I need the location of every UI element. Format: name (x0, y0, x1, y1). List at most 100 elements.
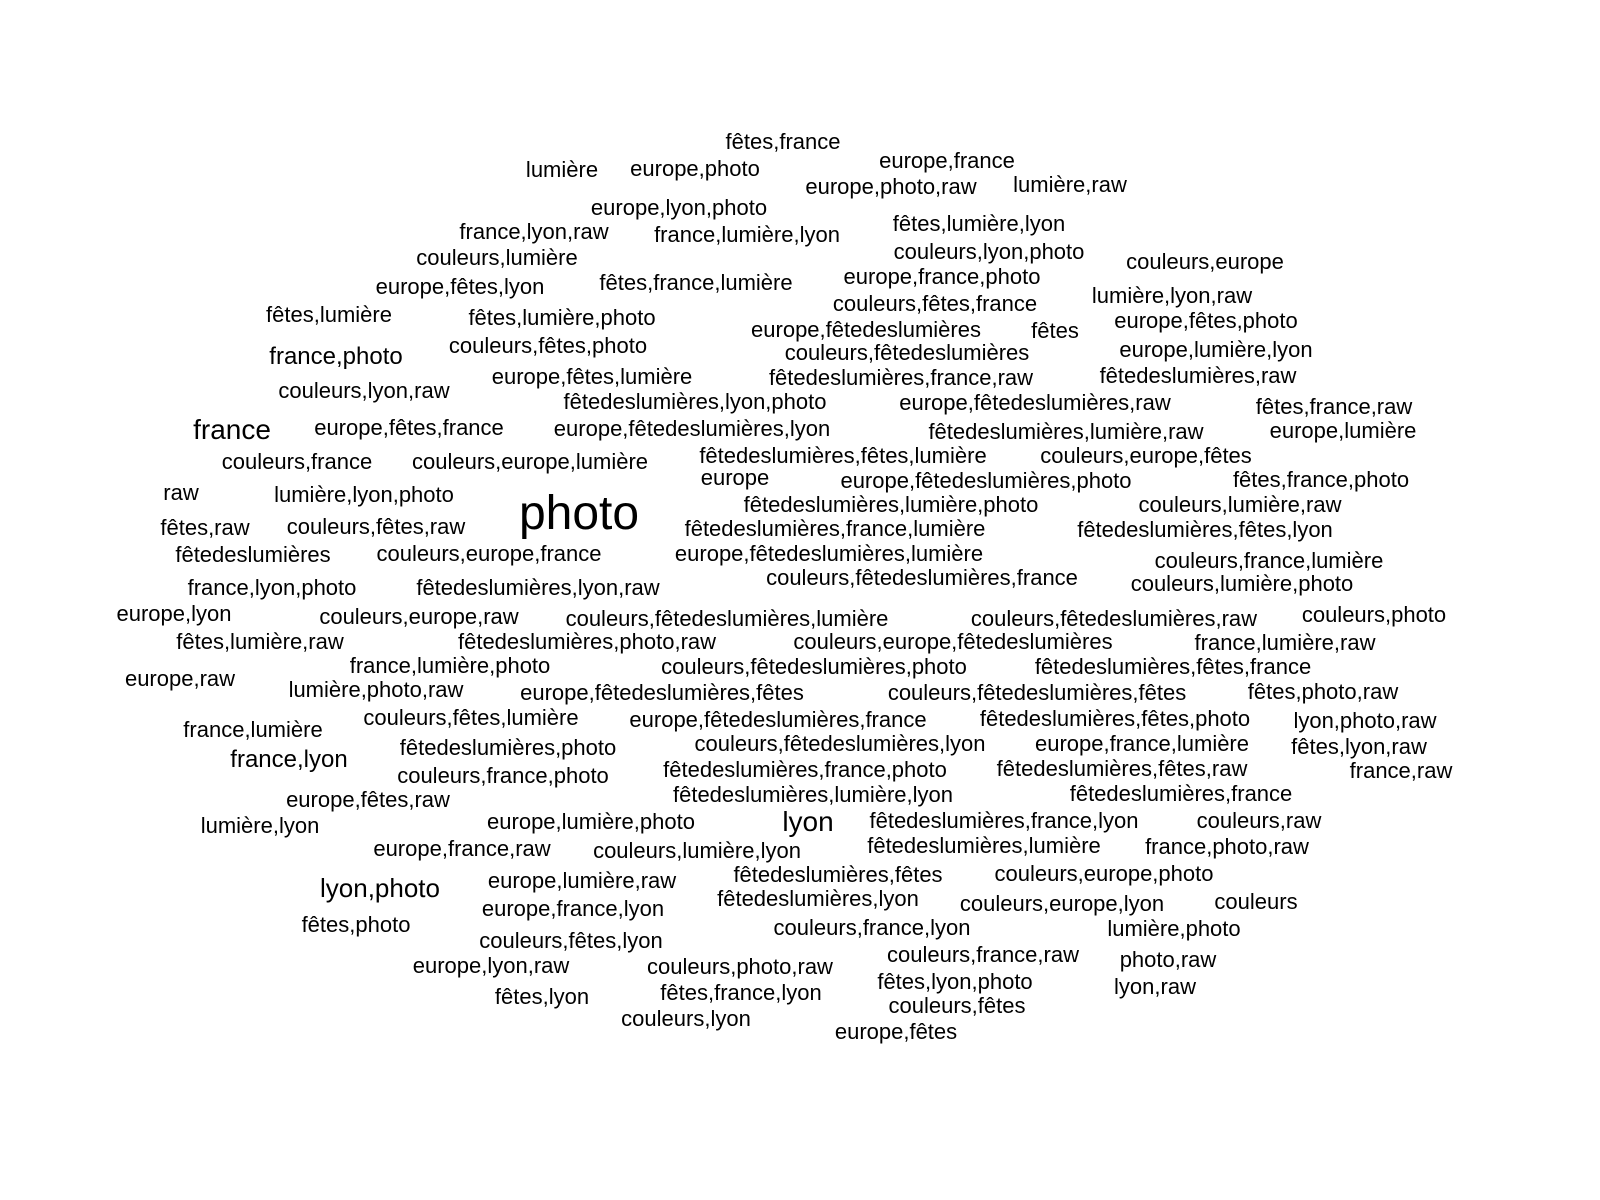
cloud-word: fêtedeslumières,raw (1100, 365, 1297, 387)
cloud-word: couleurs,fêtedeslumières,raw (971, 608, 1257, 630)
cloud-word: france,raw (1350, 760, 1453, 782)
cloud-word: europe,france (879, 150, 1015, 172)
cloud-word: fêtes,france,raw (1256, 396, 1413, 418)
cloud-word: fêtes,lumière (266, 304, 392, 326)
cloud-word: europe,lyon,photo (591, 197, 767, 219)
cloud-word: europe,fêtes,lumière (492, 366, 693, 388)
cloud-word: couleurs,fêtes (889, 995, 1026, 1017)
cloud-word: france,lumière,raw (1195, 632, 1376, 654)
cloud-word: couleurs,photo,raw (647, 956, 833, 978)
cloud-word: europe (701, 467, 770, 489)
cloud-word: france,lumière,photo (350, 655, 551, 677)
cloud-word: france,lumière,lyon (654, 224, 840, 246)
cloud-word: europe,fêtedeslumières,fêtes (520, 682, 804, 704)
cloud-word: lyon (782, 808, 833, 836)
cloud-word: couleurs,fêtes,photo (449, 335, 647, 357)
cloud-word: fêtes,lyon (495, 986, 589, 1008)
cloud-word: fêtedeslumières,fêtes,lyon (1077, 519, 1333, 541)
cloud-word: france,lumière (183, 719, 322, 741)
cloud-word: fêtedeslumières,france,raw (769, 367, 1033, 389)
cloud-word: europe,fêtes,raw (286, 789, 450, 811)
cloud-word: europe,photo,raw (805, 176, 976, 198)
cloud-word: europe,lumière,raw (488, 870, 676, 892)
cloud-word: fêtedeslumières,france (1070, 783, 1293, 805)
cloud-word: couleurs,fêtedeslumières,france (766, 567, 1078, 589)
cloud-word: europe,photo (630, 158, 760, 180)
cloud-word: lumière,raw (1013, 174, 1127, 196)
cloud-word: france,photo (269, 345, 402, 369)
cloud-word: europe,france,lyon (482, 898, 664, 920)
cloud-word: europe,lumière,photo (487, 811, 695, 833)
cloud-word: fêtedeslumières,france,lumière (685, 518, 986, 540)
cloud-word: couleurs,raw (1197, 810, 1322, 832)
cloud-word: fêtes,raw (160, 517, 249, 539)
cloud-word: fêtes,lumière,lyon (893, 213, 1065, 235)
cloud-word: couleurs,fêtedeslumières (785, 342, 1030, 364)
cloud-word: couleurs,lyon (621, 1008, 751, 1030)
cloud-word: france,lyon (230, 748, 347, 772)
cloud-word: europe,lyon (117, 603, 232, 625)
cloud-word: fêtes,france (726, 131, 841, 153)
cloud-word: raw (163, 482, 198, 504)
cloud-word: europe,raw (125, 668, 235, 690)
cloud-word: fêtedeslumières,lyon,photo (564, 391, 827, 413)
cloud-word: couleurs,lyon,raw (278, 380, 449, 402)
cloud-word: europe,lumière (1270, 420, 1417, 442)
cloud-word: fêtedeslumières,france,lyon (869, 810, 1138, 832)
cloud-word: photo (519, 490, 639, 538)
cloud-word: lumière (526, 159, 598, 181)
cloud-word: couleurs,fêtes,raw (287, 516, 466, 538)
cloud-word: couleurs,fêtedeslumières,lumière (566, 608, 889, 630)
cloud-word: europe,fêtes,photo (1114, 310, 1297, 332)
cloud-word: couleurs,europe,raw (319, 606, 518, 628)
cloud-word: europe,fêtes,lyon (376, 276, 545, 298)
cloud-word: fêtes,lumière,raw (176, 631, 344, 653)
cloud-word: fêtedeslumières,lumière,photo (744, 494, 1039, 516)
cloud-word: fêtedeslumières,lumière (867, 835, 1101, 857)
cloud-word: fêtes (1031, 320, 1079, 342)
cloud-word: couleurs,france,photo (397, 765, 609, 787)
cloud-word: couleurs (1214, 891, 1297, 913)
cloud-word: couleurs,photo (1302, 604, 1446, 626)
cloud-word: couleurs,fêtedeslumières,fêtes (888, 682, 1186, 704)
cloud-word: photo,raw (1120, 949, 1217, 971)
cloud-word: fêtes,france,lumière (599, 272, 792, 294)
cloud-word: couleurs,france,lyon (774, 917, 971, 939)
cloud-word: couleurs,fêtedeslumières,lyon (694, 733, 985, 755)
cloud-word: europe,lumière,lyon (1119, 339, 1312, 361)
cloud-word: couleurs,europe,fêtedeslumières (793, 631, 1112, 653)
cloud-word: fêtedeslumières,fêtes,lumière (699, 445, 986, 467)
cloud-word: fêtedeslumières (175, 544, 330, 566)
cloud-word: lumière,lyon,raw (1092, 285, 1252, 307)
cloud-word: lyon,raw (1114, 976, 1196, 998)
cloud-word: lumière,photo,raw (289, 679, 464, 701)
cloud-word: couleurs,france,lumière (1155, 550, 1384, 572)
cloud-word: europe,france,raw (373, 838, 550, 860)
cloud-word: europe,fêtedeslumières (751, 319, 981, 341)
cloud-word: france (193, 416, 271, 444)
cloud-word: couleurs,europe,lyon (960, 893, 1164, 915)
cloud-word: couleurs,europe,lumière (412, 451, 648, 473)
cloud-word: lyon,photo,raw (1293, 710, 1436, 732)
cloud-word: fêtedeslumières,fêtes,photo (980, 708, 1250, 730)
cloud-word: lyon,photo (320, 875, 440, 901)
cloud-word: lumière,lyon,photo (274, 484, 454, 506)
cloud-word: fêtedeslumières,fêtes (733, 864, 942, 886)
cloud-word: fêtes,lyon,raw (1291, 736, 1427, 758)
cloud-word: europe,fêtedeslumières,france (629, 709, 926, 731)
cloud-word: fêtes,lumière,photo (468, 307, 655, 329)
cloud-word: fêtes,photo,raw (1248, 681, 1398, 703)
cloud-word: fêtes,france,photo (1233, 469, 1409, 491)
cloud-word: couleurs,lumière,photo (1131, 573, 1354, 595)
cloud-word: fêtedeslumières,lumière,lyon (673, 784, 953, 806)
cloud-word: europe,france,photo (844, 266, 1041, 288)
cloud-word: couleurs,lumière,raw (1139, 494, 1342, 516)
cloud-word: france,lyon,raw (459, 221, 608, 243)
cloud-word: fêtedeslumières,lumière,raw (928, 421, 1203, 443)
cloud-word: france,photo,raw (1145, 836, 1309, 858)
cloud-word: europe,fêtedeslumières,lumière (675, 543, 983, 565)
cloud-word: couleurs,lumière (416, 247, 577, 269)
cloud-word: europe,fêtedeslumières,photo (840, 470, 1131, 492)
cloud-word: europe,fêtes,france (314, 417, 504, 439)
